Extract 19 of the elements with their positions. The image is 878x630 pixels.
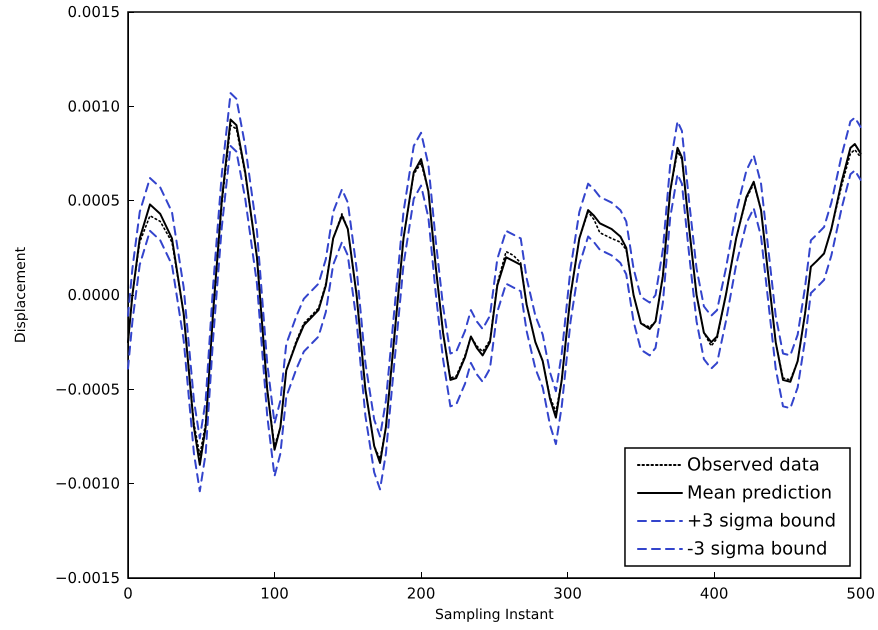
x-tick-label: 400: [700, 584, 728, 602]
y-tick-label: 0.0000: [68, 286, 120, 304]
x-tick-label: 200: [406, 584, 436, 602]
x-tick-label: 100: [260, 584, 289, 602]
legend-label: -3 sigma bound: [686, 538, 828, 560]
y-tick-label: −0.0015: [54, 569, 120, 587]
x-tick-label: 500: [846, 584, 876, 602]
y-axis-title: Displacement: [13, 246, 29, 344]
y-tick-label: −0.0005: [54, 380, 120, 398]
legend-label: Observed data: [686, 454, 820, 476]
legend-label: Mean prediction: [686, 482, 832, 504]
y-tick-label: 0.0010: [68, 97, 120, 116]
x-tick-label: 0: [123, 584, 133, 602]
x-tick-label: 300: [553, 584, 582, 602]
y-tick-label: 0.0005: [68, 192, 120, 210]
x-axis-title: Sampling Instant: [434, 607, 554, 623]
y-tick-label: 0.0015: [68, 3, 120, 21]
legend-label: +3 sigma bound: [686, 510, 836, 532]
y-tick-label: −0.0010: [54, 474, 120, 493]
